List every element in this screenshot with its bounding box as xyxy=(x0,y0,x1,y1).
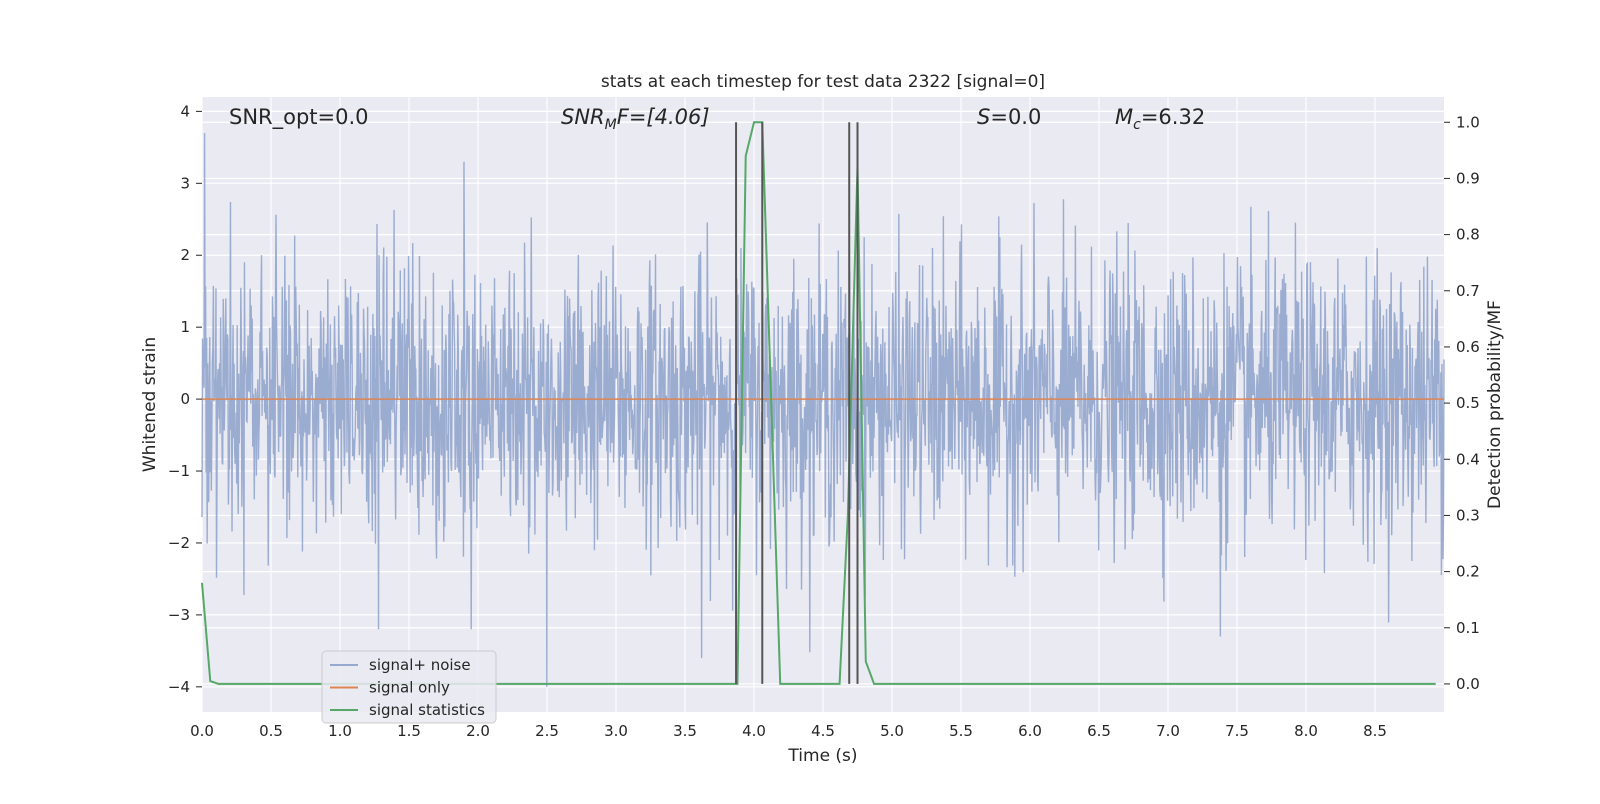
y-right-tick-label: 0.2 xyxy=(1456,563,1480,581)
x-tick-label: 5.0 xyxy=(880,722,904,740)
x-tick-label: 8.5 xyxy=(1363,722,1387,740)
annotation-mc-sub: c xyxy=(1133,117,1141,133)
detection-markers xyxy=(735,122,859,684)
chart-title: stats at each timestep for test data 232… xyxy=(601,72,1045,92)
annotation-snr-opt: SNR_opt=0.0 xyxy=(229,105,369,130)
x-tick-label: 0.5 xyxy=(259,722,283,740)
annotation-mc-base: M xyxy=(1115,105,1133,129)
annotation-mc: Mc=6.32 xyxy=(1115,105,1205,133)
y-right-tick-label: 0.8 xyxy=(1456,226,1480,244)
x-tick-label: 1.0 xyxy=(328,722,352,740)
x-tick-label: 3.5 xyxy=(673,722,697,740)
x-tick-label: 7.0 xyxy=(1156,722,1180,740)
legend-box xyxy=(321,650,497,724)
legend-label: signal only xyxy=(369,679,450,697)
series-signal-statistics xyxy=(201,121,1436,685)
x-tick-label: 7.5 xyxy=(1225,722,1249,740)
y-right-tick-label: 0.4 xyxy=(1456,450,1480,468)
x-tick-label: 6.0 xyxy=(1018,722,1042,740)
y-right-tick-label: 0.3 xyxy=(1456,506,1480,524)
annotation-snr-mf-sub: M xyxy=(605,117,617,133)
y-right-tick-label: 0.0 xyxy=(1456,675,1480,693)
y-axis-left-label: Whitened strain xyxy=(140,337,160,472)
legend: signal+ noise signal only signal statistic… xyxy=(321,650,497,724)
x-tick-label: 0.0 xyxy=(190,722,214,740)
signal-plus-noise-line xyxy=(201,132,1445,687)
y-right-tick-label: 0.6 xyxy=(1456,338,1480,356)
y-left-tick-label: −2 xyxy=(168,534,190,552)
annotation-mc-rest: =6.32 xyxy=(1141,105,1205,129)
x-tick-label: 6.5 xyxy=(1087,722,1111,740)
y-left-tick-label: −3 xyxy=(168,606,190,624)
x-tick-label: 2.0 xyxy=(466,722,490,740)
annotation-s-rest: =0.0 xyxy=(990,105,1041,129)
y-left-tick-label: 2 xyxy=(180,246,190,264)
annotation-snr-mf-rest: F=[4.06] xyxy=(617,105,710,129)
x-axis-label: Time (s) xyxy=(787,746,857,766)
y-left-tick-label: 4 xyxy=(180,102,190,120)
annotation-s-base: S xyxy=(977,105,990,129)
y-left-tick-label: −4 xyxy=(168,678,190,696)
y-right-tick-label: 0.1 xyxy=(1456,619,1480,637)
legend-label: signal statistics xyxy=(369,701,485,719)
x-tick-label: 4.5 xyxy=(811,722,835,740)
x-tick-label: 2.5 xyxy=(535,722,559,740)
annotation-s: S=0.0 xyxy=(977,105,1041,129)
y-left-tick-label: 3 xyxy=(180,174,190,192)
y-right-tick-label: 0.5 xyxy=(1456,394,1480,412)
y-right-tick-label: 0.7 xyxy=(1456,282,1480,300)
y-left-tick-label: −1 xyxy=(168,462,190,480)
x-tick-label: 5.5 xyxy=(949,722,973,740)
y-right-tick-label: 0.9 xyxy=(1456,169,1480,187)
legend-label: signal+ noise xyxy=(369,656,471,674)
signal-statistics-line xyxy=(201,121,1436,685)
x-tick-label: 1.5 xyxy=(397,722,421,740)
y-right-tick-label: 1.0 xyxy=(1456,113,1480,131)
axis-ticks: 0.0 0.5 1.0 1.5 2.0 2.5 3.0 3.5 4.0 4.5 5.0 5.5 6.0 6… xyxy=(168,102,1480,740)
annotation-snr-mf-base: SNR xyxy=(561,105,605,129)
x-tick-label: 4.0 xyxy=(742,722,766,740)
y-left-tick-label: 0 xyxy=(180,390,190,408)
x-tick-label: 3.0 xyxy=(604,722,628,740)
series-signal-plus-noise xyxy=(201,132,1445,687)
annotation-snr-mf: SNRMF=[4.06] xyxy=(561,105,710,133)
y-left-tick-label: 1 xyxy=(180,318,190,336)
x-tick-label: 8.0 xyxy=(1294,722,1318,740)
y-axis-right-label: Detection probability/MF xyxy=(1485,300,1505,509)
